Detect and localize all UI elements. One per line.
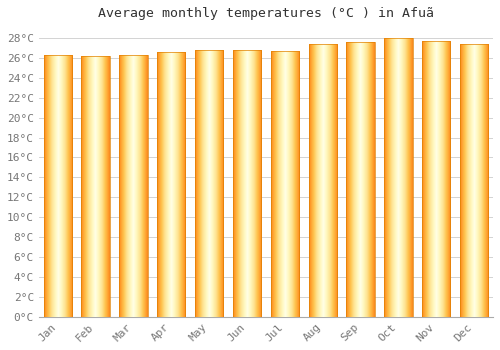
- Bar: [44, 55, 72, 317]
- Bar: [422, 41, 450, 317]
- Bar: [308, 44, 337, 317]
- Bar: [384, 38, 412, 317]
- Bar: [82, 56, 110, 317]
- Title: Average monthly temperatures (°C ) in Afuã: Average monthly temperatures (°C ) in Af…: [98, 7, 434, 20]
- Bar: [460, 44, 488, 317]
- Bar: [119, 55, 148, 317]
- Bar: [270, 51, 299, 317]
- Bar: [346, 42, 375, 317]
- Bar: [195, 50, 224, 317]
- Bar: [157, 52, 186, 317]
- Bar: [233, 50, 261, 317]
